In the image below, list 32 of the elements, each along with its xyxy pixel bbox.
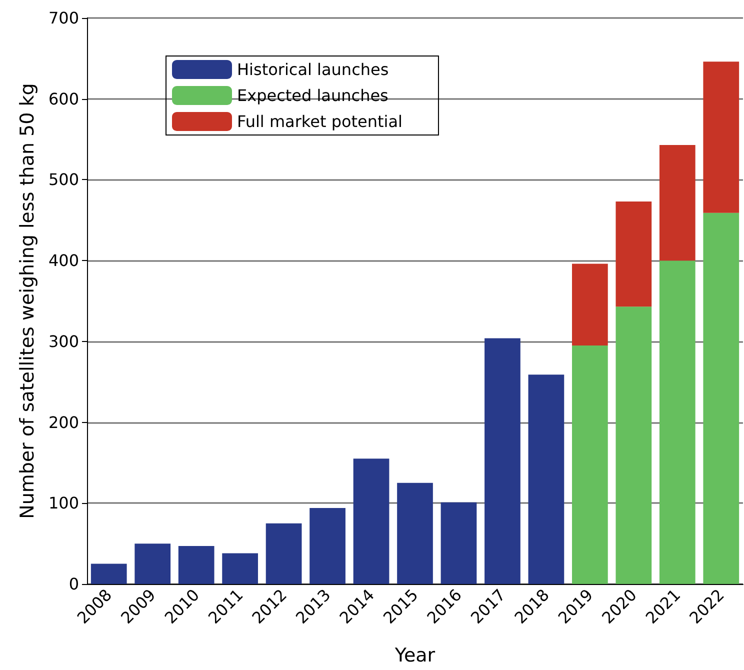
bar xyxy=(440,502,477,584)
bar xyxy=(703,212,740,584)
bar xyxy=(134,544,171,584)
bar xyxy=(616,306,652,584)
y-tick-label: 200 xyxy=(48,412,79,432)
bar xyxy=(703,62,740,213)
bar xyxy=(616,202,652,307)
bar xyxy=(484,338,520,584)
bar xyxy=(310,508,346,584)
legend-label: Historical launches xyxy=(237,60,389,79)
bar xyxy=(353,458,390,584)
bar xyxy=(528,374,564,584)
legend-label: Full market potential xyxy=(237,112,402,131)
bar xyxy=(572,264,608,346)
bar xyxy=(659,144,696,261)
y-tick-label: 500 xyxy=(48,170,79,190)
y-tick-label: 0 xyxy=(68,574,79,594)
bar xyxy=(222,553,258,584)
x-axis-title: Year xyxy=(394,644,436,666)
y-tick-label: 700 xyxy=(48,8,79,28)
y-tick-label: 100 xyxy=(48,494,79,513)
bar xyxy=(266,523,302,584)
legend-label: Expected launches xyxy=(237,86,388,105)
bar xyxy=(572,345,608,584)
y-tick-label: 300 xyxy=(48,332,79,351)
y-tick-label: 400 xyxy=(48,251,79,270)
bar xyxy=(659,260,696,584)
y-tick-label: 600 xyxy=(48,89,79,108)
bar xyxy=(178,546,214,584)
y-axis-title: Number of satellites weighing less than 50 kg xyxy=(16,83,38,519)
bar xyxy=(397,482,433,584)
bar xyxy=(90,564,127,584)
